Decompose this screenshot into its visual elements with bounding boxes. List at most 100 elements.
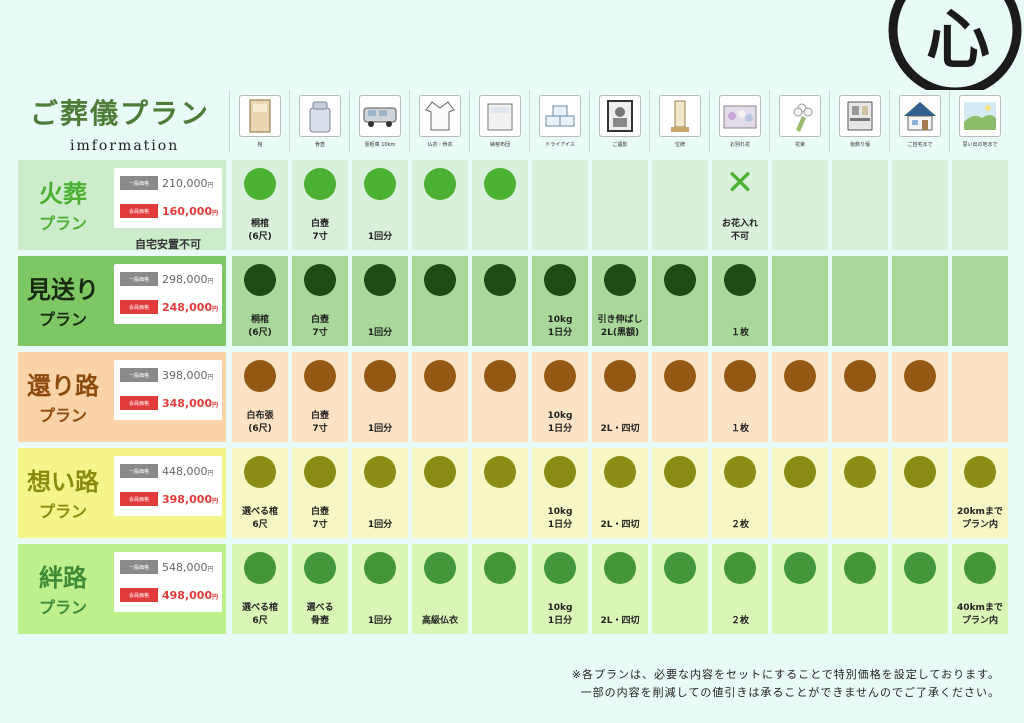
included-mark: [244, 168, 276, 200]
included-mark: [484, 360, 516, 392]
plan-cell: [892, 544, 948, 634]
plan-cell-text: 1回分: [367, 520, 393, 530]
plan-cell-text: 10kg 1日分: [547, 315, 573, 338]
plan-cell: [892, 256, 948, 346]
item-header-4: 仏衣・骨衣: [412, 95, 468, 148]
not-available-cross-icon: ✕: [725, 163, 755, 203]
plan-cell-text: 1回分: [367, 328, 393, 338]
included-mark: [244, 552, 276, 584]
item-header-13: 思い出の地まで: [952, 95, 1008, 148]
plan-cell-text: 2L・四切: [600, 520, 640, 530]
plan-cell: [472, 352, 528, 442]
plan-label-row-1: 火葬 プラン 一般価格 210,000円 会員価格 160,000円 自宅安置不可: [18, 160, 226, 251]
plan-cell: １枚: [712, 352, 768, 442]
flowers-icon: [719, 95, 761, 137]
member-price: 160,000円: [162, 205, 218, 218]
plan-cell-text: 選べる棺 6尺: [241, 507, 278, 530]
item-header-label: 納棺布団: [489, 142, 510, 148]
plan-cell-text: 1回分: [367, 424, 393, 434]
plan-cell: 白壺 7寸: [292, 160, 348, 250]
item-header-5: 納棺布団: [472, 95, 528, 148]
regular-price-value: 448,000: [162, 465, 208, 478]
regular-price-badge: 一般価格: [120, 272, 158, 286]
item-header-label: ご自宅まで: [907, 142, 933, 148]
plan-cell: 20kmまで プラン内: [952, 448, 1008, 538]
plan-cell: 高級仏衣: [412, 544, 468, 634]
header-divider: [769, 90, 770, 152]
included-mark: [784, 552, 816, 584]
plan-cell: [652, 448, 708, 538]
included-mark: [544, 456, 576, 488]
included-mark: [364, 552, 396, 584]
plan-cell: 40kmまで プラン内: [952, 544, 1008, 634]
plan-cell-text: 1回分: [367, 232, 393, 242]
plan-cell: [532, 160, 588, 250]
plan-cell: [892, 448, 948, 538]
included-mark: [364, 360, 396, 392]
member-price-badge: 会員価格: [120, 588, 158, 602]
plan-cell: [952, 352, 1008, 442]
bouquet-icon: [779, 95, 821, 137]
plan-name: 絆路: [39, 564, 87, 592]
plan-cell: [652, 352, 708, 442]
header-divider: [589, 90, 590, 152]
included-mark: [304, 552, 336, 584]
hearse-icon: [359, 95, 401, 137]
included-mark: [844, 360, 876, 392]
item-header-label: ドライアイス: [545, 142, 575, 148]
plan-suffix: プラン: [38, 502, 87, 521]
regular-price-value: 210,000: [162, 177, 208, 190]
plan-cell-text: 2L・四切: [600, 424, 640, 434]
included-mark: [964, 552, 996, 584]
plan-cell: 2L・四切: [592, 352, 648, 442]
regular-price-value: 398,000: [162, 369, 208, 382]
included-mark: [604, 456, 636, 488]
plan-cell: [832, 448, 888, 538]
plan-cell: [592, 160, 648, 250]
plan-label-row-3: 還り路 プラン 一般価格 398,000円 会員価格 348,000円: [18, 352, 226, 442]
header-divider: [529, 90, 530, 152]
included-mark: [784, 360, 816, 392]
plan-cell: 1回分: [352, 256, 408, 346]
header-divider: [649, 90, 650, 152]
included-mark: [304, 264, 336, 296]
plan-cell: [412, 352, 468, 442]
item-header-label: 花束: [794, 142, 805, 148]
regular-price-value: 548,000: [162, 561, 208, 574]
header-divider: [709, 90, 710, 152]
plan-cell: [412, 448, 468, 538]
plan-cell: [892, 352, 948, 442]
yen-unit: 円: [207, 374, 214, 381]
regular-price-badge: 一般価格: [120, 464, 158, 478]
included-mark: [304, 168, 336, 200]
regular-price-badge: 一般価格: [120, 368, 158, 382]
plan-cell: 引き伸ばし 2L(黒額): [592, 256, 648, 346]
price-box: 一般価格 298,000円 会員価格 248,000円: [114, 264, 222, 324]
plan-cell-text: ２枚: [730, 520, 749, 530]
plan-cell: [952, 160, 1008, 250]
included-mark: [604, 552, 636, 584]
item-header-3: 霊柩車 10km: [352, 95, 408, 148]
regular-price: 298,000円: [162, 273, 214, 286]
item-header-7: ご遺影: [592, 95, 648, 148]
included-mark: [844, 456, 876, 488]
item-header-11: 後飾り壇: [832, 95, 888, 148]
regular-price: 448,000円: [162, 465, 214, 478]
plan-cell-text: 引き伸ばし 2L(黒額): [597, 315, 643, 338]
yen-unit: 円: [212, 402, 219, 409]
plan-cell: 10kg 1日分: [532, 352, 588, 442]
plan-cell: [772, 256, 828, 346]
plan-cell-text: 白布張 (6尺): [246, 411, 274, 434]
plan-name: 還り路: [27, 372, 99, 400]
included-mark: [484, 552, 516, 584]
bedding-icon: [479, 95, 521, 137]
burial-robe-icon: [419, 95, 461, 137]
plan-cell-text: 高級仏衣: [421, 616, 458, 626]
plan-cell-text: お花入れ 不可: [721, 219, 758, 242]
plan-cell: 1回分: [352, 160, 408, 250]
plan-cell: 桐棺 (6尺): [232, 256, 288, 346]
item-header-10: 花束: [772, 95, 828, 148]
included-mark: [244, 360, 276, 392]
plan-cell: [472, 160, 528, 250]
item-header-label: 後飾り壇: [849, 142, 870, 148]
